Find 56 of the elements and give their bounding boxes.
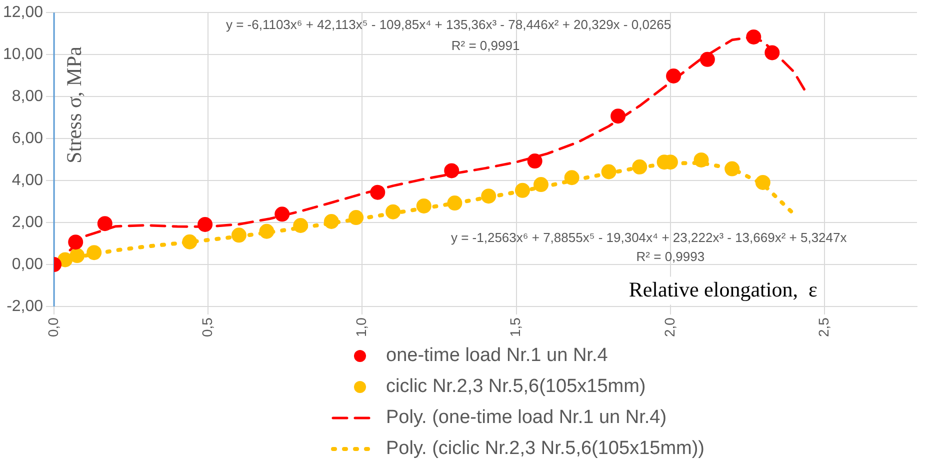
annotation: R² = 0,9991 [451, 38, 520, 53]
annotation: R² = 0,9993 [636, 248, 705, 264]
point [533, 177, 548, 192]
y-tick-label: 12,00 [2, 4, 44, 22]
x-tick-label: 1,5 [507, 317, 524, 338]
legend-label: one-time load Nr.1 un Nr.4 [386, 344, 608, 366]
point [259, 224, 274, 239]
y-tick-label: 2,00 [12, 214, 44, 231]
legend-label: Poly. (ciclic Nr.2,3 Nr.5,6(105x15mm)) [386, 438, 705, 460]
point [724, 161, 740, 176]
point [293, 218, 308, 233]
point [755, 174, 770, 190]
point [68, 234, 84, 250]
y-tick-label: 0,00 [12, 256, 44, 273]
point [324, 214, 339, 230]
legend-label: ciclic Nr.2,3 Nr.5,6(105x15mm) [386, 376, 646, 398]
point [416, 198, 432, 214]
point [370, 184, 386, 200]
x-tick-label: 2,0 [661, 317, 678, 338]
x-tick-label: 0,0 [44, 317, 61, 338]
point [764, 45, 780, 60]
point [481, 188, 496, 204]
point [386, 204, 401, 220]
y-tick-label: 10,00 [2, 46, 44, 63]
point [348, 210, 364, 226]
point [274, 206, 290, 222]
point [444, 163, 460, 178]
point [564, 170, 580, 186]
point [601, 164, 616, 180]
point [70, 248, 85, 264]
y-axis-title: Stress σ, MPa [62, 46, 86, 164]
y-tick-label: 4,00 [12, 172, 44, 189]
y-tick-label: 6,00 [12, 130, 44, 147]
point [231, 228, 246, 243]
x-axis-title: Relative elongation, ε [628, 277, 818, 302]
x-tick-label: 0,5 [199, 317, 215, 338]
point [515, 182, 530, 198]
point [700, 52, 715, 67]
y-tick-label: -2,00 [6, 298, 44, 315]
point [632, 159, 648, 174]
y-tick-label: 8,00 [12, 88, 44, 105]
point [86, 245, 102, 260]
annotation: y = -1,2563x⁶ + 7,8855x⁵ - 19,304x⁴ + 23,222x³ - 13,669x² + 5,3247x [450, 230, 848, 245]
point [447, 196, 462, 211]
annotation: y = -6,1103x⁶ + 42,113x⁵ - 109,85x⁴ + 135,36x³ - 78,446x² + 20,329x - 0,0265 [226, 16, 672, 32]
point [182, 234, 198, 250]
x-tick-label: 2,5 [815, 317, 832, 338]
legend-label: Poly. (one-time load Nr.1 un Nr.4) [386, 406, 667, 428]
point [746, 29, 762, 44]
point [610, 108, 626, 124]
point [97, 216, 112, 232]
point [198, 216, 213, 232]
point [694, 152, 709, 168]
point [666, 68, 682, 84]
point [527, 154, 542, 169]
x-tick-label: 1,0 [353, 317, 370, 338]
